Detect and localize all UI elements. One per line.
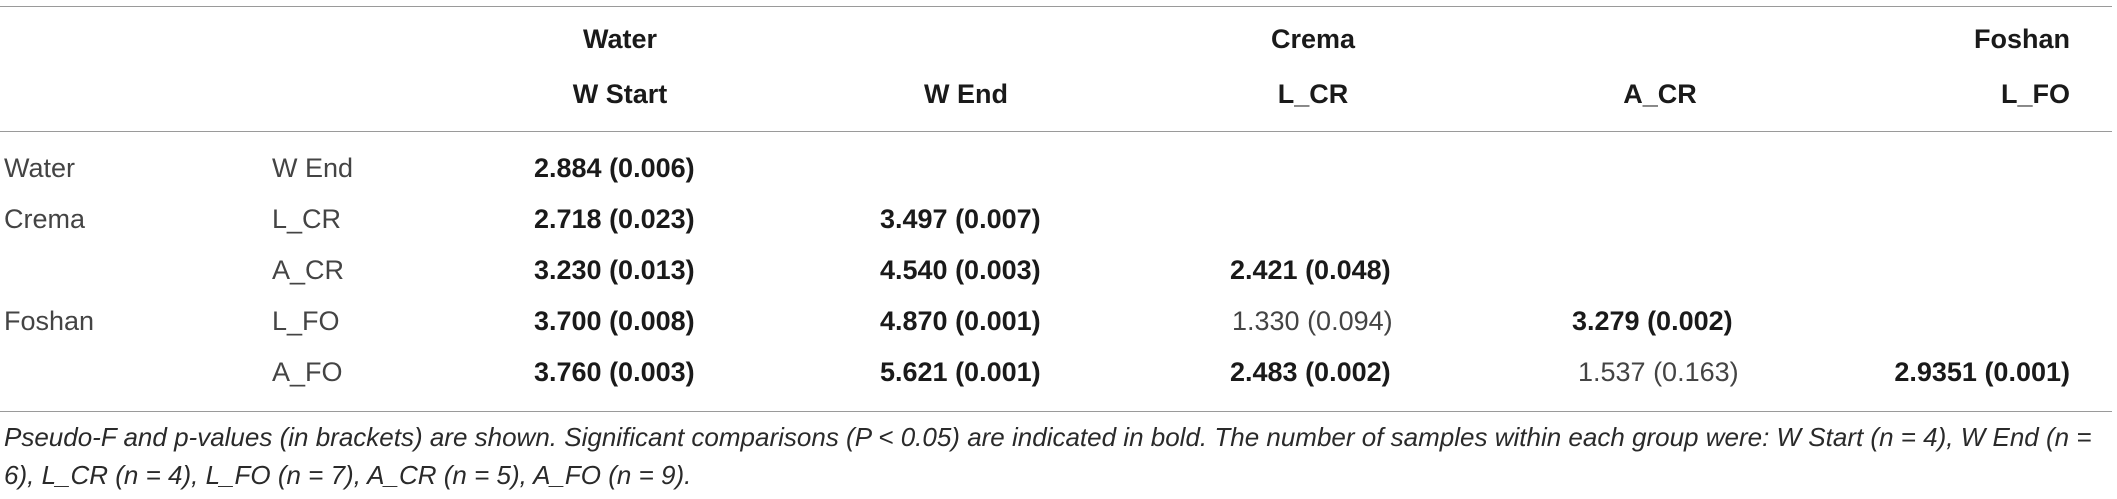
group-header-water: Water [582, 24, 657, 54]
table-cell: 3.760 (0.003) [534, 357, 695, 387]
table-footnote: Pseudo-F and p-values (in brackets) are … [4, 422, 2092, 490]
table-cell: 3.279 (0.002) [1572, 306, 1733, 336]
row-label: L_CR [272, 204, 342, 234]
table-cell: 4.870 (0.001) [880, 306, 1041, 336]
table-cell: 4.540 (0.003) [880, 255, 1041, 285]
row-group-label: Crema [4, 204, 86, 234]
table-cell: 3.497 (0.007) [880, 204, 1041, 234]
row-label: L_FO [272, 306, 340, 336]
column-header-l-cr: L_CR [1277, 79, 1349, 109]
table-cell: 1.537 (0.163) [1578, 357, 1739, 387]
table-top-rule [0, 6, 2112, 7]
table-cell: 5.621 (0.001) [880, 357, 1041, 387]
column-header-w-end: W End [924, 79, 1008, 109]
table-cell: 2.718 (0.023) [534, 204, 695, 234]
table-cell: 3.230 (0.013) [534, 255, 695, 285]
column-header-a-cr: A_CR [1623, 79, 1697, 109]
column-header-l-fo: L_FO [2000, 79, 2070, 109]
table-cell: 3.700 (0.008) [534, 306, 695, 336]
row-label: A_FO [272, 357, 343, 387]
table-bottom-rule [0, 411, 2112, 412]
group-header-crema: Crema [1270, 24, 1356, 54]
table-cell: 2.421 (0.048) [1230, 255, 1391, 285]
table-cell: 1.330 (0.094) [1232, 306, 1393, 336]
table-cell: 2.483 (0.002) [1230, 357, 1391, 387]
group-header-foshan: Foshan [1973, 24, 2070, 54]
column-header-w-start: W Start [572, 79, 668, 109]
table-cell: 2.884 (0.006) [534, 153, 695, 183]
row-group-label: Foshan [4, 306, 95, 336]
row-label: A_CR [272, 255, 345, 285]
table-cell: 2.9351 (0.001) [1894, 357, 2070, 387]
header-separator-rule [0, 131, 2112, 132]
row-group-label: Water [4, 153, 76, 183]
row-label: W End [272, 153, 354, 183]
